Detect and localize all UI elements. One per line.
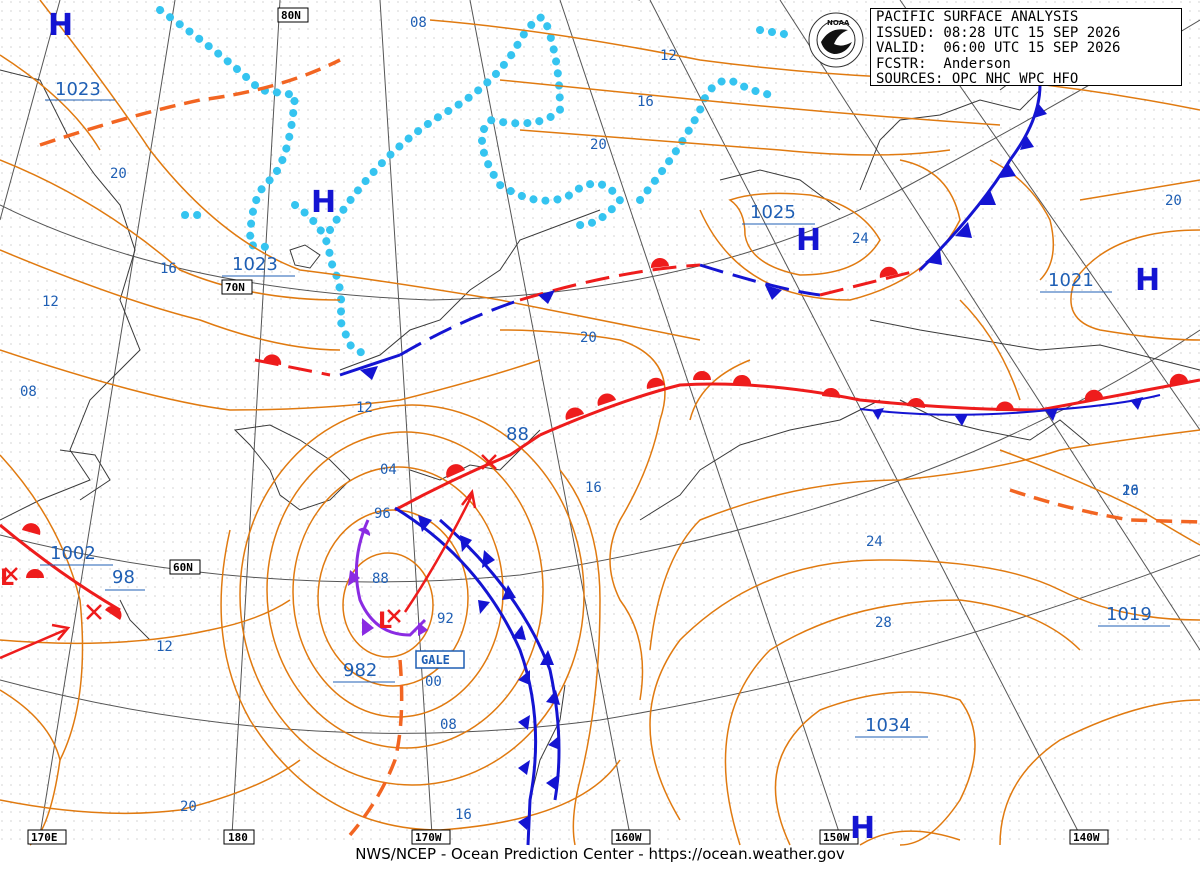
isobar-label: 00 <box>425 674 442 690</box>
grid-label: 150W <box>823 831 850 844</box>
high-pressure-symbol: H <box>796 223 821 258</box>
pressure-value: 1034 <box>865 715 911 736</box>
grid-label: 60N <box>173 561 193 574</box>
chart-info-box: PACIFIC SURFACE ANALYSIS ISSUED: 08:28 U… <box>870 8 1182 87</box>
isobar-label: 20 <box>110 166 127 182</box>
isobar-label: 92 <box>437 611 454 627</box>
valid-time: VALID: 06:00 UTC 15 SEP 2026 <box>876 40 1121 56</box>
grid-labels: 80N 70N 60N 170E 180 170W 160W 150W 140W <box>27 7 1109 845</box>
low-symbol: L <box>378 609 392 634</box>
isobar-label: 08 <box>20 384 37 400</box>
isobar-label: 16 <box>585 480 602 496</box>
gale-warning: GALE <box>415 650 465 669</box>
grid-label: 170E <box>31 831 58 844</box>
high-pressure-symbol: H <box>850 811 875 846</box>
grid-label: 180 <box>228 831 248 844</box>
isobar-labels: 08 12 16 20 20 16 12 08 12 20 16 88 04 9… <box>20 15 1182 823</box>
footer-credit: NWS/NCEP - Ocean Prediction Center - htt… <box>355 845 845 863</box>
gale-label: GALE <box>421 653 450 667</box>
pressure-value: 1002 <box>50 543 96 564</box>
high-pressure-symbol: H <box>311 185 336 220</box>
isobar-label: 20 <box>580 330 597 346</box>
grid-label: 160W <box>615 831 642 844</box>
stationary-fronts <box>254 84 1047 380</box>
isobar-label: 98 <box>112 567 135 588</box>
pressure-value: 1019 <box>1106 604 1152 625</box>
isobar-label: 24 <box>866 534 883 550</box>
isobar-label: 16 <box>1122 483 1139 499</box>
grid-label: 80N <box>281 9 301 22</box>
lat-lon-dot-grid <box>0 0 1200 845</box>
grid-label: 140W <box>1073 831 1100 844</box>
pressure-centers: H 1023 H 1023 H 1025 H 1021 H 1034 1019 … <box>40 8 1170 846</box>
isobar-label: 04 <box>380 462 397 478</box>
isobar-label: 16 <box>455 807 472 823</box>
storm-track-arrows <box>0 489 477 660</box>
logo-text: NOAA <box>827 19 850 27</box>
occluded-front <box>348 519 428 637</box>
high-pressure-symbol: H <box>48 8 73 43</box>
isobar-label: 28 <box>875 615 892 631</box>
chart-title: PACIFIC SURFACE ANALYSIS <box>876 9 1079 25</box>
isobar-label: 12 <box>356 400 373 416</box>
warm-fronts <box>0 371 1200 620</box>
isobar-label: 20 <box>1122 483 1139 499</box>
isobar-label: 20 <box>1165 193 1182 209</box>
isobar-label: 12 <box>156 639 173 655</box>
isobar-label: 88 <box>506 424 529 445</box>
pressure-value: 1025 <box>750 202 796 223</box>
isobar-label: 12 <box>42 294 59 310</box>
graticule <box>0 0 1200 836</box>
troughs <box>39 58 1200 837</box>
pressure-value: 1021 <box>1048 270 1094 291</box>
ice-edge <box>156 6 794 359</box>
isobar-label: 24 <box>852 231 869 247</box>
isobar-label: 08 <box>440 717 457 733</box>
cold-fronts <box>394 394 1161 846</box>
isobars <box>0 0 1200 846</box>
isobar-label: 88 <box>372 571 389 587</box>
isobar-label: 12 <box>660 48 677 64</box>
pressure-value: 1023 <box>55 79 101 100</box>
low-center-marks <box>4 454 497 623</box>
noaa-logo: NOAA <box>808 12 864 68</box>
low-symbol: L <box>0 566 14 591</box>
grid-label: 170W <box>415 831 442 844</box>
isobar-label: 20 <box>590 137 607 153</box>
isobar-label: 16 <box>637 94 654 110</box>
grid-label: 70N <box>225 281 245 294</box>
isobar-label: 20 <box>180 799 197 815</box>
pressure-value: 982 <box>343 660 377 681</box>
isobar-label: 08 <box>410 15 427 31</box>
high-pressure-symbol: H <box>1135 263 1160 298</box>
forecaster: FCSTR: Anderson <box>876 55 1011 72</box>
isobar-label: 96 <box>374 506 391 522</box>
issued-time: ISSUED: 08:28 UTC 15 SEP 2026 <box>876 24 1121 41</box>
data-sources: SOURCES: OPC NHC WPC HFO <box>876 71 1079 87</box>
pressure-value: 1023 <box>232 254 278 275</box>
isobar-label: 16 <box>160 261 177 277</box>
